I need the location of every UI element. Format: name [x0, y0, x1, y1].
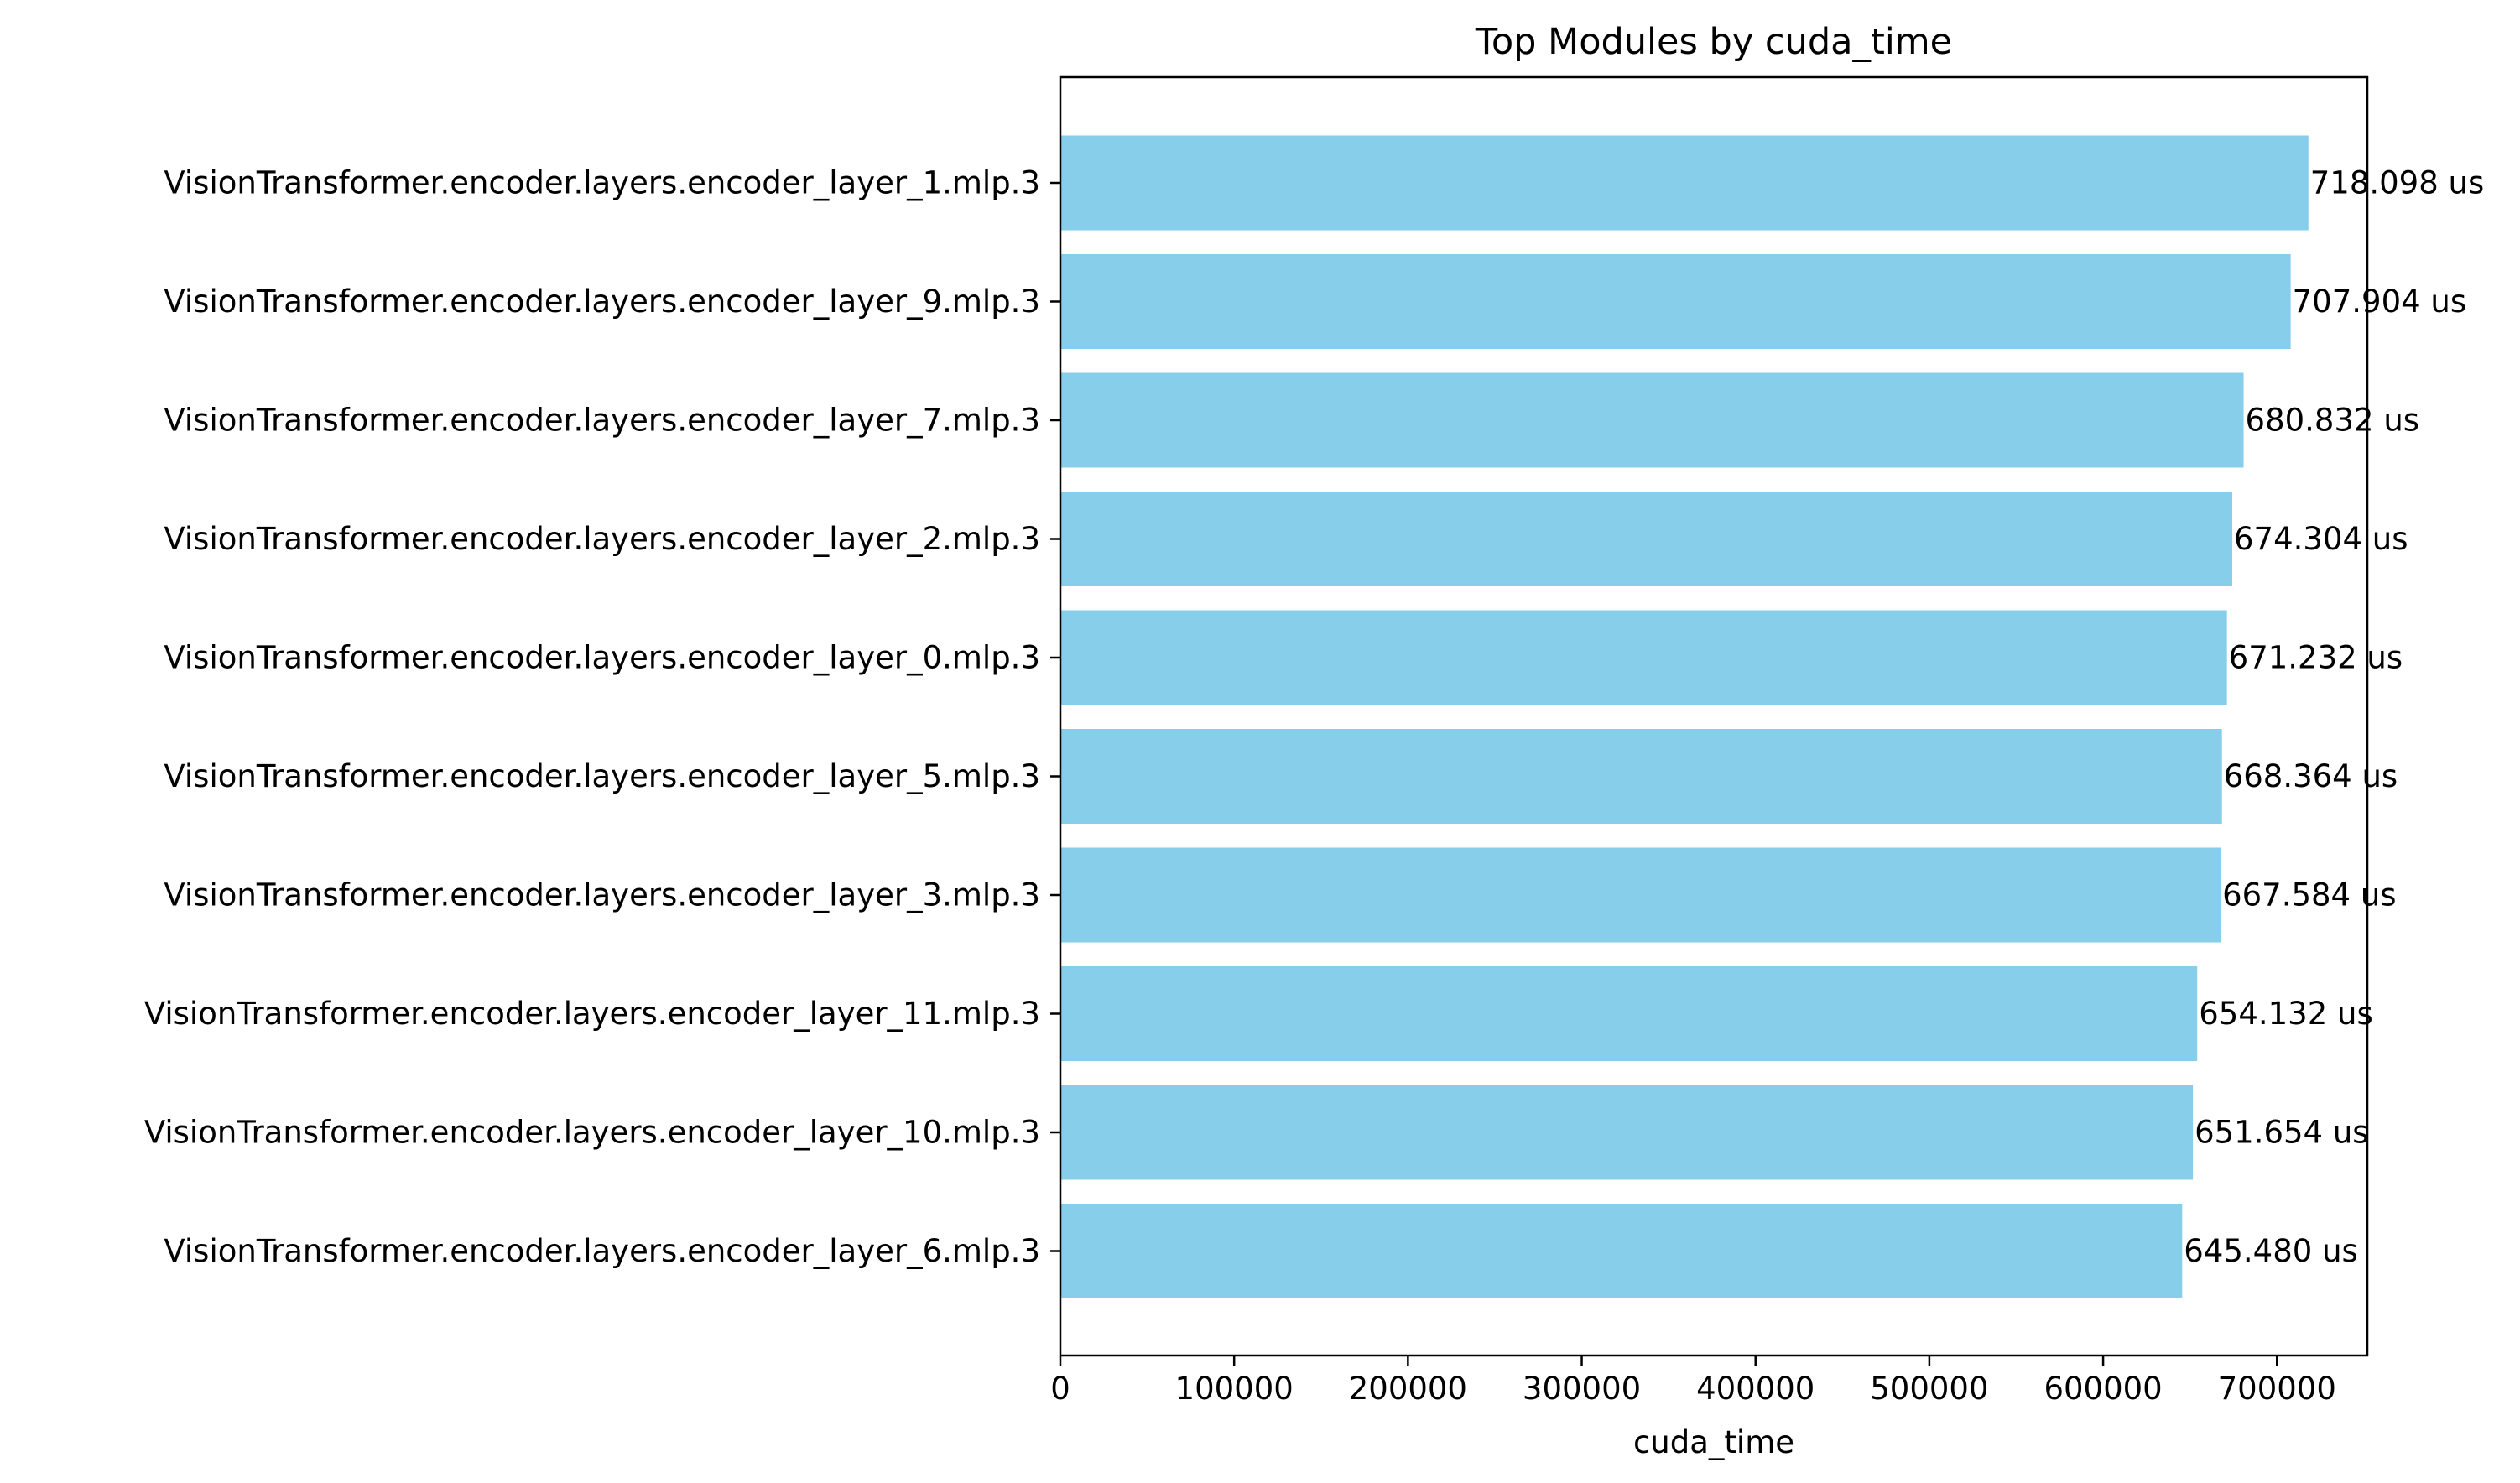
x-axis: 0 100000 200000 300000 400000 500000 600000 700…	[1050, 1356, 2336, 1407]
x-tick-label: 600000	[2044, 1371, 2162, 1407]
bar	[1060, 610, 2227, 705]
y-tick-label: VisionTransformer.encoder.layers.encoder…	[164, 640, 1040, 676]
data-label: 654.132 us	[2199, 996, 2373, 1032]
bar	[1060, 847, 2221, 943]
x-tick-label: 400000	[1696, 1371, 1815, 1407]
bar	[1060, 254, 2291, 349]
x-tick-label: 100000	[1175, 1371, 1294, 1407]
y-tick-label: VisionTransformer.encoder.layers.encoder…	[164, 521, 1040, 557]
x-tick-label: 200000	[1349, 1371, 1467, 1407]
data-label: 674.304 us	[2234, 521, 2408, 557]
bar	[1060, 372, 2244, 468]
bar	[1060, 966, 2198, 1061]
bar	[1060, 135, 2309, 231]
bars-group	[1060, 135, 2309, 1298]
y-tick-label: VisionTransformer.encoder.layers.encoder…	[144, 996, 1040, 1032]
bar	[1060, 1085, 2194, 1180]
y-tick-label: VisionTransformer.encoder.layers.encoder…	[164, 403, 1040, 439]
y-tick-label: VisionTransformer.encoder.layers.encoder…	[164, 284, 1040, 320]
data-label: 707.904 us	[2293, 284, 2467, 320]
chart-title: Top Modules by cuda_time	[1475, 21, 1952, 63]
y-axis: VisionTransformer.encoder.layers.encoder…	[144, 165, 1060, 1269]
data-label: 718.098 us	[2310, 165, 2485, 201]
bar	[1060, 729, 2222, 824]
x-tick-label: 700000	[2218, 1371, 2336, 1407]
x-tick-label: 0	[1050, 1371, 1070, 1407]
data-labels: 718.098 us 707.904 us 680.832 us 674.304 us…	[2184, 165, 2484, 1270]
bar	[1060, 492, 2233, 586]
data-label: 667.584 us	[2222, 877, 2397, 913]
y-tick-label: VisionTransformer.encoder.layers.encoder…	[164, 758, 1040, 794]
bar	[1060, 1204, 2183, 1298]
data-label: 645.480 us	[2184, 1233, 2358, 1269]
y-tick-label: VisionTransformer.encoder.layers.encoder…	[164, 1233, 1040, 1269]
y-tick-label: VisionTransformer.encoder.layers.encoder…	[144, 1115, 1040, 1151]
data-label: 651.654 us	[2195, 1115, 2369, 1151]
data-label: 668.364 us	[2224, 758, 2398, 794]
y-tick-label: VisionTransformer.encoder.layers.encoder…	[164, 877, 1040, 913]
plot-frame	[1059, 75, 2369, 1357]
data-label: 680.832 us	[2246, 403, 2420, 439]
data-label: 671.232 us	[2229, 640, 2403, 676]
x-axis-label: cuda_time	[1633, 1424, 1794, 1460]
y-tick-label: VisionTransformer.encoder.layers.encoder…	[164, 165, 1040, 201]
x-tick-label: 500000	[1870, 1371, 1988, 1407]
x-tick-label: 300000	[1523, 1371, 1641, 1407]
